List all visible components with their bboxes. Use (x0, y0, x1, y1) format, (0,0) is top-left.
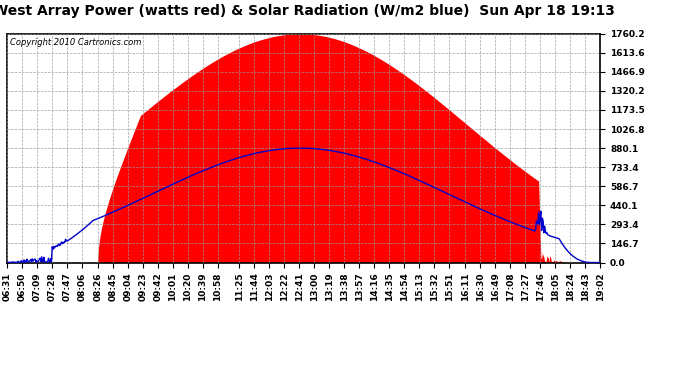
Text: Copyright 2010 Cartronics.com: Copyright 2010 Cartronics.com (10, 38, 141, 47)
Text: West Array Power (watts red) & Solar Radiation (W/m2 blue)  Sun Apr 18 19:13: West Array Power (watts red) & Solar Rad… (0, 4, 615, 18)
